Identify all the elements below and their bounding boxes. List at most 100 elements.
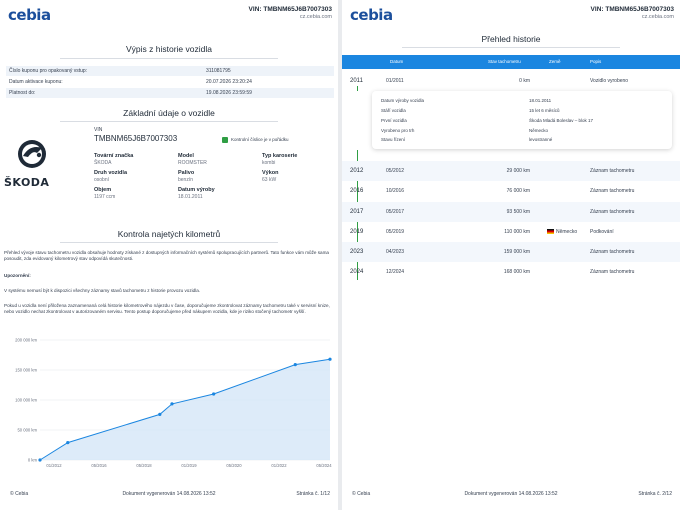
basic-info-title: Základní údaje o vozidle <box>123 108 215 118</box>
row-year: 2016 <box>350 188 364 194</box>
row-date: 01/2011 <box>386 78 404 84</box>
detail-key: Vyrobeno pro trh <box>381 128 415 133</box>
header-vin: VIN: TMBNM65J6B7007303 <box>590 6 674 13</box>
history-row: 2012 05/2012 29 000 km Záznam tachometru <box>342 161 680 181</box>
footer-copyright: © Cebia <box>352 491 371 497</box>
detail-key: Stáří vozidla <box>381 108 406 113</box>
x-tick-label: 05/2020 <box>226 463 242 468</box>
y-tick-label: 100 000 km <box>15 398 37 403</box>
history-row: 2023 04/2023 159 000 km Záznam tachometr… <box>342 242 680 262</box>
production-detail-card: Datum výroby vozidla 18.01.2011 Stáří vo… <box>372 91 672 149</box>
row-description: Záznam tachometru <box>590 269 635 275</box>
recommendation-text: Pokud u vozidla není přiložena zaznamena… <box>4 303 330 315</box>
report-page-2: cebia VIN: TMBNM65J6B7007303 cz.cebia.co… <box>342 0 680 510</box>
row-year: 2011 <box>350 78 363 84</box>
header-vin-block: VIN: TMBNM65J6B7007303 cz.cebia.com <box>249 6 332 20</box>
data-point <box>170 402 174 406</box>
row-country: Německo <box>547 229 577 235</box>
detail-value: Škoda Mladá Boleslav – blok 17 <box>529 118 594 123</box>
cebia-logo: cebia <box>350 6 393 24</box>
row-odometer: 110 000 km <box>504 229 530 235</box>
row-year: 2024 <box>350 269 364 275</box>
vin-label: VIN <box>94 127 103 133</box>
detail-key: První vozidla <box>381 118 407 123</box>
row-odometer: 0 km <box>519 78 530 84</box>
x-tick-label: 01/2019 <box>181 463 197 468</box>
history-row: 2019 05/2019 110 000 km Německo Podkován… <box>342 222 680 242</box>
col-date: Datum <box>390 59 404 64</box>
warning-heading: Upozornění: <box>4 273 31 278</box>
footer-page-number: Stránka č. 2/12 <box>638 491 672 497</box>
coupon-info-table: Číslo kuponu pro opakovaný vstup: 311081… <box>6 66 334 99</box>
info-row: Číslo kuponu pro opakovaný vstup: 311081… <box>6 66 334 77</box>
data-point <box>158 412 162 416</box>
x-tick-label: 05/2016 <box>91 463 107 468</box>
x-tick-label: 01/2022 <box>271 463 287 468</box>
detail-key: Stavu řízení <box>381 137 406 142</box>
col-description: Popis <box>590 59 602 64</box>
timeline-line <box>357 86 358 91</box>
info-label: Platnost do: <box>9 90 36 96</box>
report-page-1: cebia VIN: TMBNM65J6B7007303 cz.cebia.co… <box>0 0 338 510</box>
row-description: Záznam tachometru <box>590 168 635 174</box>
data-point <box>38 458 42 462</box>
field-power: Výkon 63 kW <box>262 170 279 183</box>
row-date: 10/2016 <box>386 188 405 194</box>
field-brand: Tovární značka ŠKODA <box>94 153 134 166</box>
field-model: Model ROOMSTER <box>178 153 207 166</box>
row-description: Záznam tachometru <box>590 249 635 255</box>
footer-page-number: Stránka č. 1/12 <box>296 491 330 497</box>
row-description: Vozidlo vyrobeno <box>590 78 629 84</box>
detail-value: 18.01.2011 <box>529 98 552 103</box>
row-date: 05/2012 <box>386 168 405 174</box>
row-date: 05/2019 <box>386 229 405 235</box>
row-year: 2019 <box>350 229 364 235</box>
vin-check-label: Kontrolní číslice je v pořádku <box>231 137 289 142</box>
history-row: 2017 05/2017 93 500 km Záznam tachometru <box>342 202 680 222</box>
y-tick-label: 50 000 km <box>17 428 37 433</box>
cebia-logo: cebia <box>8 6 51 24</box>
germany-flag-icon <box>547 229 554 235</box>
vin-value: TMBNM65J6B7007303 <box>94 134 178 143</box>
divider <box>60 58 278 59</box>
x-tick-label: 05/2018 <box>136 463 152 468</box>
row-description: Záznam tachometru <box>590 188 635 194</box>
header-vin-block: VIN: TMBNM65J6B7007303 cz.cebia.com <box>591 6 674 20</box>
area-fill <box>40 359 330 460</box>
row-year: 2017 <box>350 209 364 215</box>
mileage-intro-text: Přehled vývoje stavu tachometru vozidla … <box>4 250 329 262</box>
x-tick-label: 05/2024 <box>316 463 332 468</box>
y-tick-label: 200 000 km <box>15 338 37 343</box>
info-value: 311081795 <box>206 68 231 74</box>
row-description: Podkování <box>590 229 614 235</box>
footer-generated: Dokument vygenerován 14.08.2026 13:52 <box>464 491 558 497</box>
field-vehicle-kind: Druh vozidla osobní <box>94 170 128 183</box>
detail-value: levostranné <box>529 137 553 142</box>
info-value: 19.08.2026 23:59:59 <box>206 90 252 96</box>
field-displacement: Objem 1197 ccm <box>94 187 116 200</box>
info-value: 20.07.2026 23:20:24 <box>206 79 252 85</box>
skoda-emblem-icon <box>18 140 46 168</box>
warning-text: V systému nemusí být k dispozici všechny… <box>4 288 201 293</box>
footer-copyright: © Cebia <box>10 491 29 497</box>
row-odometer: 93 500 km <box>506 209 530 215</box>
row-date: 05/2017 <box>386 209 405 215</box>
detail-key: Datum výroby vozidla <box>381 98 425 103</box>
col-country: Země <box>549 59 561 64</box>
row-date: 04/2023 <box>386 249 405 255</box>
history-row: 2011 01/2011 0 km Vozidlo vyrobeno <box>342 71 680 91</box>
y-tick-label: 150 000 km <box>15 368 37 373</box>
mileage-chart: 0 km 50 000 km 100 000 km 150 000 km 200 000… <box>15 338 332 469</box>
divider <box>60 242 278 243</box>
page-footer: © Cebia Dokument vygenerován 14.08.2026 … <box>0 491 338 501</box>
info-row: Platnost do: 19.08.2026 23:59:59 <box>6 88 334 99</box>
row-odometer: 29 000 km <box>506 168 530 174</box>
history-title: Přehled historie <box>481 34 541 44</box>
header-site: cz.cebia.com <box>641 14 674 20</box>
page-footer: © Cebia Dokument vygenerován 14.08.2026 … <box>342 491 680 501</box>
col-odometer: Stav tachometru <box>488 59 521 64</box>
divider <box>402 47 620 48</box>
detail-value: Německo <box>529 128 549 133</box>
row-odometer: 168 000 km <box>503 269 530 275</box>
history-table-header: Datum Stav tachometru Země Popis <box>342 55 680 69</box>
